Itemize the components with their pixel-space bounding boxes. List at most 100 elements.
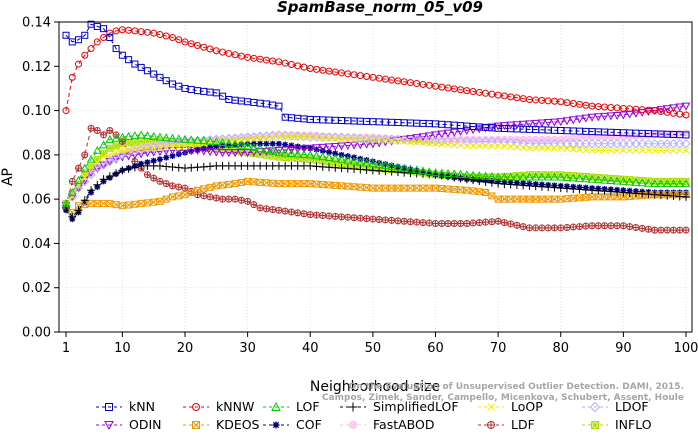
data-point bbox=[144, 144, 151, 152]
data-point bbox=[563, 145, 571, 153]
data-point bbox=[174, 163, 183, 172]
data-point bbox=[124, 164, 133, 173]
data-point bbox=[262, 147, 271, 156]
data-point bbox=[143, 199, 151, 207]
data-point bbox=[206, 193, 214, 201]
data-point bbox=[487, 178, 496, 187]
data-point bbox=[263, 140, 270, 147]
data-point bbox=[87, 164, 95, 172]
data-point bbox=[475, 219, 483, 227]
data-point bbox=[531, 172, 541, 181]
data-point bbox=[607, 147, 615, 154]
data-point bbox=[612, 139, 622, 149]
data-point bbox=[237, 196, 245, 204]
series-line-ldof bbox=[65, 134, 686, 207]
data-point bbox=[106, 29, 114, 37]
data-point bbox=[330, 153, 340, 162]
data-point bbox=[131, 145, 139, 153]
data-point bbox=[130, 163, 139, 172]
data-point bbox=[118, 202, 126, 210]
data-point bbox=[206, 183, 214, 191]
data-point bbox=[306, 211, 314, 219]
data-point bbox=[381, 160, 390, 169]
data-point bbox=[626, 147, 633, 154]
data-point bbox=[368, 134, 378, 145]
data-point bbox=[644, 107, 653, 117]
data-point bbox=[569, 145, 577, 153]
data-point bbox=[663, 226, 671, 234]
series-knnw bbox=[62, 26, 690, 119]
data-point bbox=[576, 146, 583, 153]
data-point bbox=[219, 48, 227, 56]
data-point bbox=[482, 189, 490, 196]
data-point bbox=[111, 133, 121, 142]
data-point bbox=[194, 186, 202, 194]
data-point bbox=[669, 104, 678, 113]
data-point bbox=[294, 62, 302, 70]
data-point bbox=[425, 219, 433, 227]
data-point bbox=[118, 166, 127, 175]
data-point bbox=[156, 144, 164, 151]
data-point bbox=[538, 224, 546, 232]
data-point bbox=[162, 162, 171, 171]
data-point bbox=[186, 135, 196, 144]
data-point bbox=[675, 103, 685, 112]
data-point bbox=[631, 177, 641, 186]
data-point bbox=[362, 140, 371, 149]
data-point bbox=[512, 121, 522, 130]
data-point bbox=[657, 226, 665, 234]
data-point bbox=[669, 179, 678, 188]
data-point bbox=[556, 118, 566, 127]
data-point bbox=[369, 215, 377, 223]
data-point bbox=[275, 206, 283, 214]
data-point bbox=[93, 38, 101, 46]
data-point bbox=[356, 214, 364, 222]
data-point bbox=[444, 220, 452, 227]
legend-swatch-simplifiedlof bbox=[348, 402, 358, 412]
data-point bbox=[525, 224, 533, 232]
data-point bbox=[406, 218, 414, 226]
data-point bbox=[418, 135, 428, 146]
data-point bbox=[632, 147, 640, 154]
data-point bbox=[174, 134, 184, 143]
data-point bbox=[293, 145, 303, 154]
data-point bbox=[606, 139, 616, 149]
x-tick-label: 60 bbox=[427, 341, 444, 356]
data-point bbox=[211, 148, 221, 157]
data-point bbox=[593, 113, 603, 122]
data-point bbox=[326, 149, 333, 156]
data-point bbox=[468, 170, 478, 179]
data-point bbox=[682, 226, 690, 234]
data-point bbox=[513, 221, 521, 229]
data-point bbox=[237, 140, 246, 149]
data-point bbox=[256, 204, 264, 212]
data-point bbox=[212, 194, 220, 202]
data-point bbox=[474, 125, 484, 134]
data-point bbox=[105, 134, 115, 143]
data-point bbox=[543, 172, 553, 181]
data-point bbox=[518, 172, 528, 181]
data-point bbox=[125, 146, 132, 154]
data-point bbox=[294, 209, 302, 217]
data-point bbox=[287, 61, 295, 69]
data-point bbox=[249, 148, 259, 157]
data-point bbox=[562, 172, 572, 181]
data-point bbox=[419, 184, 427, 192]
legend-swatch-knn bbox=[105, 403, 113, 411]
data-point bbox=[361, 134, 372, 144]
legend-item-inflo: INFLO bbox=[582, 417, 652, 432]
data-point bbox=[319, 212, 327, 219]
data-point bbox=[244, 197, 252, 205]
x-tick-label: 100 bbox=[674, 341, 698, 356]
data-point bbox=[156, 197, 164, 205]
data-point bbox=[388, 162, 395, 169]
legend-swatch-kdeos bbox=[192, 421, 200, 429]
data-point bbox=[575, 173, 584, 182]
data-point bbox=[569, 134, 577, 142]
data-point bbox=[143, 67, 151, 75]
data-point bbox=[651, 226, 659, 234]
data-point bbox=[638, 147, 646, 154]
data-point bbox=[174, 146, 184, 155]
data-point bbox=[124, 131, 133, 140]
data-point bbox=[362, 158, 371, 167]
